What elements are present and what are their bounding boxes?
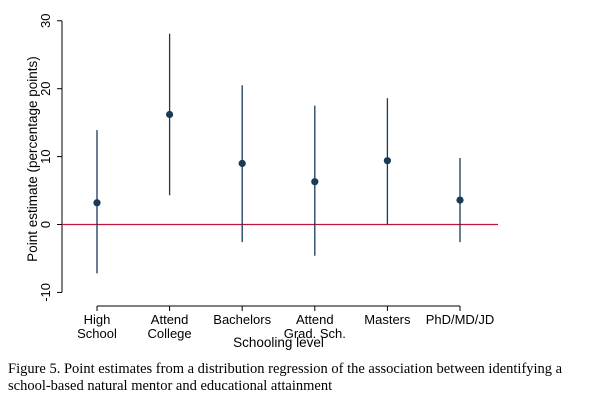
- x-tick-label-line: Attend: [151, 312, 189, 327]
- x-tick-label: PhD/MD/JD: [426, 312, 495, 327]
- figure-caption: Figure 5. Point estimates from a distrib…: [8, 361, 600, 395]
- x-tick-label: Masters: [364, 312, 411, 327]
- x-tick-label: Bachelors: [213, 312, 271, 327]
- y-tick-label: 0: [38, 221, 53, 228]
- y-axis-title: Point estimate (percentage points): [25, 56, 40, 262]
- x-tick-label: Attend College: [148, 312, 192, 341]
- x-tick-label: High School: [77, 312, 117, 341]
- x-tick-label-line: PhD/MD/JD: [426, 312, 495, 327]
- caption-line-1: Figure 5. Point estimates from a distrib…: [8, 361, 563, 377]
- y-tick-label: -10: [38, 283, 53, 302]
- point-estimate: [166, 110, 174, 119]
- point-estimate: [93, 199, 101, 207]
- chart: -10 0 10 20 30 High School Attend College Bachelo…: [25, 14, 498, 350]
- x-tick-label-line: Masters: [364, 312, 411, 327]
- point-estimate: [238, 159, 246, 167]
- point-estimate: [383, 157, 391, 165]
- point-estimate: [456, 196, 464, 204]
- y-tick-label: 10: [38, 149, 53, 163]
- axes: [57, 20, 461, 311]
- y-tick-label: 30: [38, 14, 53, 28]
- x-axis-title: Schooling level: [233, 335, 324, 350]
- x-tick-label-line: Bachelors: [213, 312, 271, 327]
- x-tick-label-line: Grad. Sch.: [284, 326, 346, 341]
- caption-line-2: school-based natural mentor and educatio…: [8, 378, 333, 394]
- x-tick-label-line: High: [84, 312, 111, 327]
- x-tick-label: Attend Grad. Sch.: [284, 312, 346, 341]
- x-tick-label-line: Attend: [296, 312, 334, 327]
- x-tick-label-line: College: [148, 326, 192, 341]
- point-estimate: [311, 178, 319, 186]
- y-tick-label: 20: [38, 81, 53, 95]
- marks-layer: [93, 33, 464, 274]
- x-tick-label-line: School: [77, 326, 117, 341]
